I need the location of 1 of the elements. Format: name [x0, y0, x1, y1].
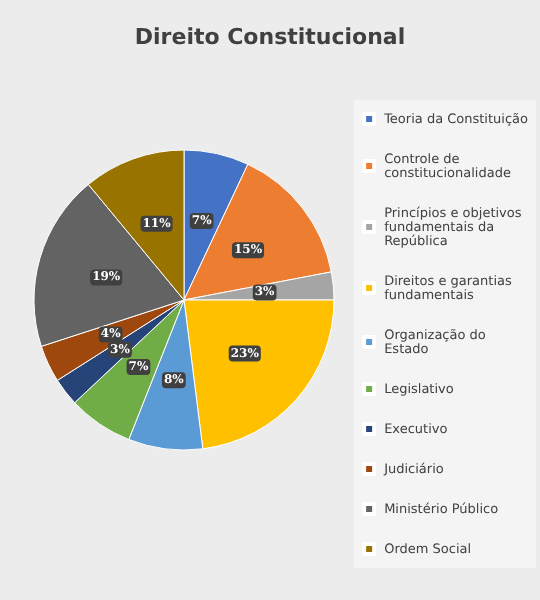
chart-title: Direito Constitucional — [134, 24, 406, 50]
